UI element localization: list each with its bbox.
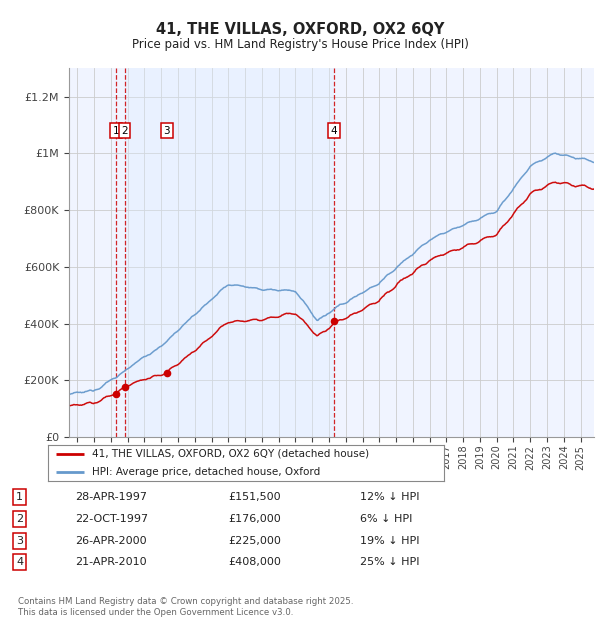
Bar bbox=[125, 68, 334, 437]
Text: Contains HM Land Registry data © Crown copyright and database right 2025.
This d: Contains HM Land Registry data © Crown c… bbox=[18, 598, 353, 617]
Text: £408,000: £408,000 bbox=[228, 557, 281, 567]
Text: 41, THE VILLAS, OXFORD, OX2 6QY: 41, THE VILLAS, OXFORD, OX2 6QY bbox=[156, 22, 444, 37]
Text: £225,000: £225,000 bbox=[228, 536, 281, 546]
Text: 28-APR-1997: 28-APR-1997 bbox=[75, 492, 147, 502]
Text: £176,000: £176,000 bbox=[228, 514, 281, 524]
Text: 1: 1 bbox=[16, 492, 23, 502]
Text: HPI: Average price, detached house, Oxford: HPI: Average price, detached house, Oxfo… bbox=[92, 466, 320, 477]
Text: 19% ↓ HPI: 19% ↓ HPI bbox=[360, 536, 419, 546]
Text: 41, THE VILLAS, OXFORD, OX2 6QY (detached house): 41, THE VILLAS, OXFORD, OX2 6QY (detache… bbox=[92, 448, 368, 459]
Text: 1: 1 bbox=[113, 126, 119, 136]
Text: 6% ↓ HPI: 6% ↓ HPI bbox=[360, 514, 412, 524]
Text: 22-OCT-1997: 22-OCT-1997 bbox=[75, 514, 148, 524]
Text: 26-APR-2000: 26-APR-2000 bbox=[75, 536, 146, 546]
Text: 3: 3 bbox=[16, 536, 23, 546]
Text: 25% ↓ HPI: 25% ↓ HPI bbox=[360, 557, 419, 567]
Text: 21-APR-2010: 21-APR-2010 bbox=[75, 557, 146, 567]
Text: 3: 3 bbox=[163, 126, 170, 136]
Text: 4: 4 bbox=[16, 557, 23, 567]
Text: 12% ↓ HPI: 12% ↓ HPI bbox=[360, 492, 419, 502]
Text: 2: 2 bbox=[121, 126, 128, 136]
Text: Price paid vs. HM Land Registry's House Price Index (HPI): Price paid vs. HM Land Registry's House … bbox=[131, 38, 469, 51]
Text: 4: 4 bbox=[331, 126, 337, 136]
Text: 2: 2 bbox=[16, 514, 23, 524]
Text: £151,500: £151,500 bbox=[228, 492, 281, 502]
